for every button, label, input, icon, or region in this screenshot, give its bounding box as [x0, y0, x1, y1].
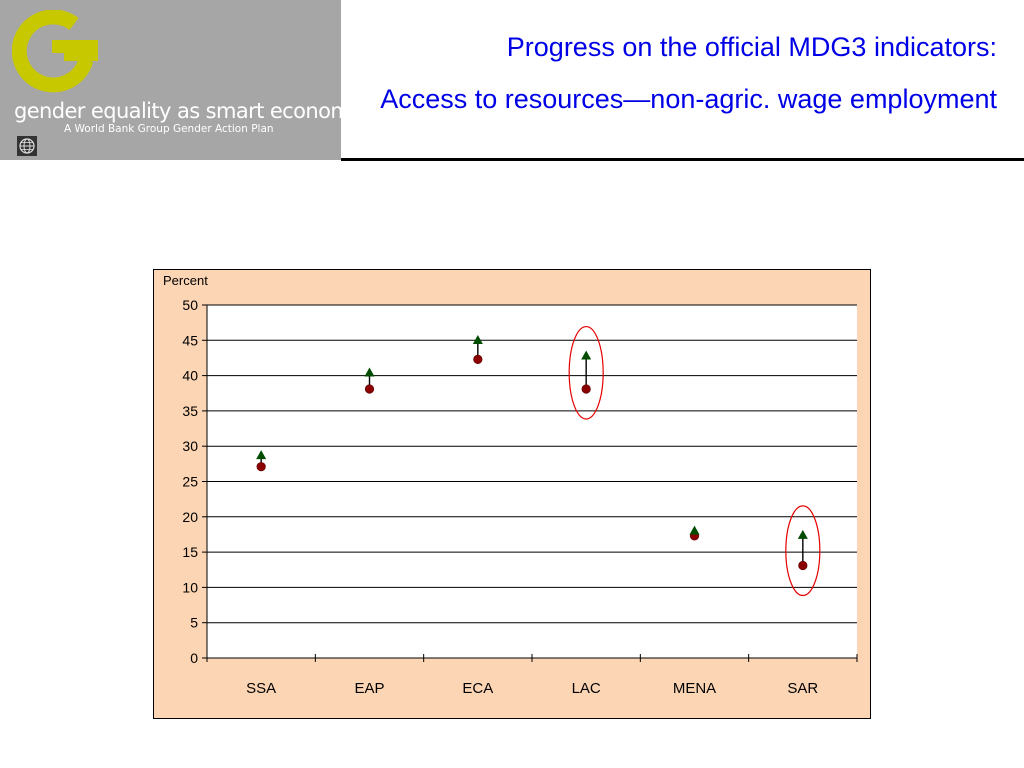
y-tick-label: 25 — [182, 474, 198, 490]
data-point-circle — [364, 384, 375, 394]
x-tick-label: LAC — [572, 680, 601, 697]
y-tick-label: 45 — [182, 332, 198, 348]
y-tick-label: 0 — [190, 650, 198, 666]
chart-area: Percent 0 5 10 15 20 25 30 35 40 45 50 SSA EAP ECA LAC… — [153, 269, 871, 719]
y-tick-label: 40 — [182, 368, 198, 384]
title-line-2: Access to resources—non-agric. wage empl… — [380, 84, 997, 114]
y-tick-label: 20 — [182, 509, 198, 525]
gender-equality-g-logo-icon — [12, 10, 98, 93]
data-point-circle — [256, 462, 266, 472]
x-tick-label: ECA — [462, 680, 493, 697]
data-point-triangle — [256, 450, 267, 460]
data-point-triangle — [689, 525, 700, 535]
data-point-triangle — [364, 367, 375, 377]
y-tick-label: 30 — [182, 438, 198, 454]
y-tick-label: 10 — [182, 579, 198, 595]
logo-panel: gender equality as smart economics A Wor… — [0, 0, 377, 160]
y-tick-label: 50 — [182, 297, 198, 313]
slide-title: Progress on the official MDG3 indicators… — [377, 33, 997, 113]
data-point-circle — [581, 384, 591, 394]
header-divider — [341, 158, 1024, 161]
logo-tagline: gender equality as smart economics — [14, 99, 377, 123]
data-point-triangle — [581, 350, 592, 360]
title-line-1: Progress on the official MDG3 indicators… — [506, 32, 997, 62]
data-point-triangle — [472, 335, 483, 345]
chart-svg: 0 5 10 15 20 25 30 35 40 45 50 SSA EAP ECA LAC MENA SAR — [182, 297, 858, 697]
data-point-triangle — [797, 529, 808, 539]
highlight-ellipse — [785, 505, 821, 597]
highlight-ellipse — [568, 325, 604, 420]
y-tick-label: 35 — [182, 403, 198, 419]
x-tick-label: SAR — [787, 680, 818, 697]
x-tick-label: MENA — [673, 680, 716, 697]
y-tick-label: 5 — [190, 615, 198, 631]
y-tick-label: 15 — [182, 544, 198, 560]
data-point-circle — [798, 560, 808, 571]
y-axis-label: Percent — [163, 273, 208, 288]
logo-subline: A World Bank Group Gender Action Plan — [64, 123, 274, 135]
world-bank-seal-icon — [17, 136, 37, 156]
data-point-circle — [473, 354, 483, 364]
x-tick-label: SSA — [246, 680, 276, 697]
x-tick-label: EAP — [354, 680, 384, 697]
